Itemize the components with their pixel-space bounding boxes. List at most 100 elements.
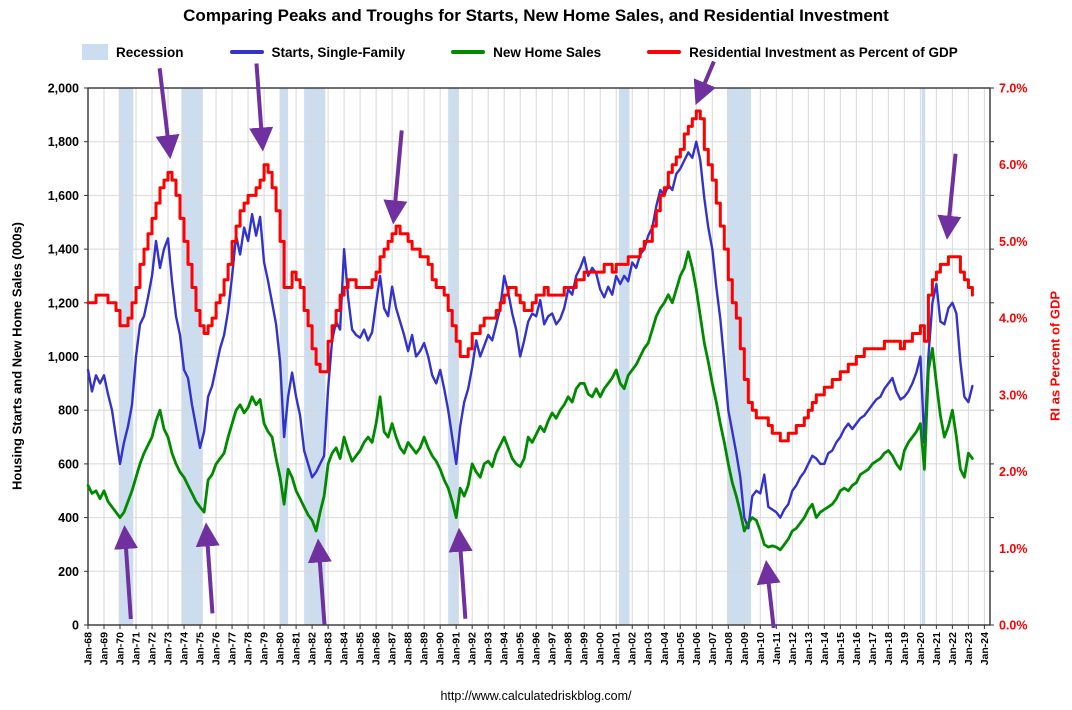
x-tick-label: Jan-11 <box>771 632 783 665</box>
legend-item-2: New Home Sales <box>451 45 601 60</box>
legend-label: Starts, Single-Family <box>271 44 406 60</box>
x-tick-label: Jan-70 <box>115 632 127 665</box>
x-tick-label: Jan-69 <box>99 632 111 665</box>
peak-arrow <box>937 153 962 240</box>
x-tick-label: Jan-80 <box>275 632 287 665</box>
peak-arrow <box>155 67 180 160</box>
x-tick-label: Jan-20 <box>915 632 927 665</box>
x-tick-label: Jan-93 <box>483 632 495 665</box>
peak-arrow <box>693 60 716 106</box>
x-tick-label: Jan-01 <box>611 632 623 665</box>
x-tick-label: Jan-16 <box>851 632 863 665</box>
x-tick-label: Jan-14 <box>819 632 831 665</box>
legend: Recession Starts, Single-Family New Home S… <box>82 44 958 60</box>
source-url: http://www.calculatedriskblog.com/ <box>440 689 632 703</box>
x-tick-label: Jan-71 <box>131 632 143 665</box>
y-left-tick-label: 200 <box>58 565 79 579</box>
y-right-tick-label: 4.0% <box>999 312 1028 326</box>
x-tick-label: Jan-21 <box>931 632 943 665</box>
x-tick-label: Jan-73 <box>163 632 175 665</box>
x-tick-label: Jan-78 <box>243 632 255 665</box>
trough-arrow <box>307 538 332 625</box>
line-swatch <box>647 50 682 54</box>
legend-item-1: Starts, Single-Family <box>229 44 406 60</box>
x-tick-label: Jan-19 <box>899 632 911 665</box>
y-right-tick-label: 7.0% <box>999 82 1028 96</box>
x-tick-label: Jan-17 <box>867 632 879 665</box>
legend-label: Residential Investment as Percent of GDP <box>689 44 958 60</box>
y-left-tick-label: 1,200 <box>48 296 79 310</box>
y-right-tick-label: 6.0% <box>999 158 1028 172</box>
x-tick-label: Jan-13 <box>803 632 815 665</box>
x-tick-label: Jan-18 <box>883 632 895 665</box>
x-tick-label: Jan-86 <box>371 632 383 665</box>
trough-arrow <box>756 559 781 629</box>
y-left-tick-label: 1,800 <box>48 135 79 149</box>
x-tick-label: Jan-15 <box>835 632 847 665</box>
x-tick-label: Jan-07 <box>707 632 719 665</box>
chart-title: Comparing Peaks and Troughs for Starts, … <box>183 6 889 25</box>
x-tick-label: Jan-76 <box>211 632 223 665</box>
x-tick-label: Jan-06 <box>691 632 703 665</box>
series-line-1 <box>86 250 974 552</box>
trough-arrow <box>448 527 473 619</box>
y-right-labels: 0.0% 1.0% 2.0% 3.0% 4.0% 5.0% 6.0% 7.0% <box>999 82 1028 633</box>
legend-label: New Home Sales <box>493 44 602 60</box>
x-tick-label: Jan-04 <box>659 632 671 665</box>
right-axis-title: RI as Percent of GDP <box>1047 290 1063 422</box>
x-tick-label: Jan-89 <box>419 632 431 665</box>
x-tick-label: Jan-12 <box>787 632 799 665</box>
x-tick-label: Jan-09 <box>739 632 751 665</box>
recession-band-swatch <box>82 44 108 60</box>
x-tick-label: Jan-98 <box>563 632 575 665</box>
x-tick-label: Jan-92 <box>467 632 479 665</box>
x-tick-label: Jan-74 <box>179 632 191 665</box>
x-tick-label: Jan-68 <box>83 632 95 665</box>
annotation-arrows <box>114 60 962 629</box>
series-line-0 <box>86 140 974 530</box>
x-tick-label: Jan-02 <box>627 632 639 665</box>
trough-arrow <box>114 525 139 620</box>
y-right-tick-label: 5.0% <box>999 235 1028 249</box>
y-left-tick-label: 1,000 <box>48 350 79 364</box>
x-tick-label: Jan-81 <box>291 632 303 665</box>
x-tick-label: Jan-00 <box>595 632 607 665</box>
x-tick-label: Jan-95 <box>515 632 527 665</box>
x-tick-labels: Jan-68 Jan-69 Jan-70 Jan-71 Jan-72 Jan-73 Jan-… <box>83 632 991 665</box>
y-right-tick-label: 0.0% <box>999 619 1028 633</box>
x-tick-label: Jan-97 <box>547 632 559 665</box>
series-line-2 <box>86 109 974 443</box>
x-tick-label: Jan-90 <box>435 632 447 665</box>
x-tick-label: Jan-08 <box>723 632 735 665</box>
x-tick-label: Jan-82 <box>307 632 319 665</box>
x-tick-label: Jan-23 <box>963 632 975 665</box>
y-right-tick-label: 3.0% <box>999 388 1028 402</box>
x-tick-label: Jan-99 <box>579 632 591 665</box>
legend-item-0: Recession <box>82 44 184 60</box>
peak-arrow <box>383 130 408 225</box>
axis-ticks <box>84 87 994 629</box>
x-tick-label: Jan-10 <box>755 632 767 665</box>
x-tick-label: Jan-22 <box>947 632 959 665</box>
x-tick-label: Jan-96 <box>531 632 543 665</box>
x-tick-label: Jan-77 <box>227 632 239 665</box>
y-left-tick-label: 2,000 <box>48 82 79 96</box>
x-tick-label: Jan-03 <box>643 632 655 665</box>
x-tick-label: Jan-84 <box>339 632 351 665</box>
y-left-tick-label: 0 <box>72 619 79 633</box>
y-left-tick-label: 1,600 <box>48 189 79 203</box>
x-tick-label: Jan-72 <box>147 632 159 665</box>
x-tick-label: Jan-87 <box>387 632 399 665</box>
x-tick-label: Jan-05 <box>675 632 687 665</box>
trough-arrow <box>195 522 220 614</box>
legend-item-3: Residential Investment as Percent of GDP <box>647 45 958 60</box>
x-tick-label: Jan-83 <box>323 632 335 665</box>
x-tick-label: Jan-75 <box>195 632 207 665</box>
x-tick-label: Jan-88 <box>403 632 415 665</box>
x-tick-label: Jan-24 <box>979 632 991 665</box>
x-tick-label: Jan-91 <box>451 632 463 665</box>
y-left-tick-label: 800 <box>58 404 79 418</box>
y-right-tick-label: 1.0% <box>999 542 1028 556</box>
